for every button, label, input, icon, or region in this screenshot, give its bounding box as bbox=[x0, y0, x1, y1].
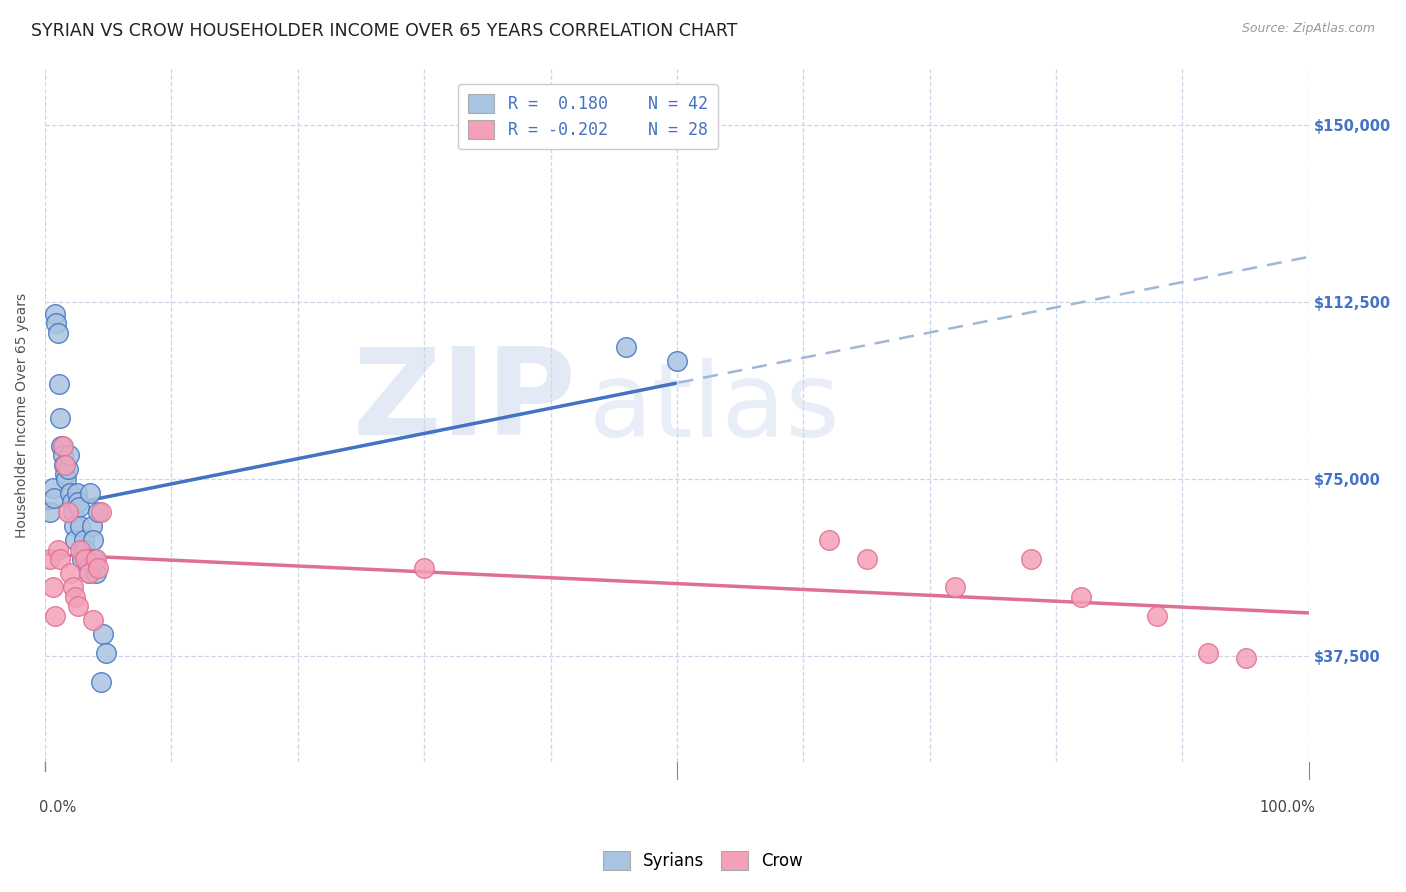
Point bbox=[817, 533, 839, 548]
Point bbox=[80, 519, 103, 533]
Point bbox=[65, 590, 87, 604]
Point bbox=[83, 552, 105, 566]
Point bbox=[77, 566, 100, 581]
Point bbox=[66, 599, 89, 614]
Point bbox=[91, 627, 114, 641]
Point bbox=[1197, 646, 1219, 660]
Y-axis label: Householder Income Over 65 years: Householder Income Over 65 years bbox=[15, 293, 30, 538]
Point bbox=[53, 467, 76, 482]
Point bbox=[82, 533, 104, 548]
Point bbox=[82, 613, 104, 627]
Point bbox=[67, 500, 90, 515]
Point bbox=[63, 519, 86, 533]
Point bbox=[87, 505, 110, 519]
Point bbox=[87, 561, 110, 575]
Point bbox=[59, 486, 82, 500]
Point bbox=[94, 646, 117, 660]
Text: SYRIAN VS CROW HOUSEHOLDER INCOME OVER 65 YEARS CORRELATION CHART: SYRIAN VS CROW HOUSEHOLDER INCOME OVER 6… bbox=[31, 22, 737, 40]
Point bbox=[77, 561, 100, 575]
Point bbox=[52, 458, 75, 472]
Point bbox=[77, 566, 100, 581]
Text: Source: ZipAtlas.com: Source: ZipAtlas.com bbox=[1241, 22, 1375, 36]
Point bbox=[72, 542, 94, 557]
Point bbox=[90, 674, 112, 689]
Text: ZIP: ZIP bbox=[352, 343, 576, 459]
Point bbox=[1234, 651, 1257, 665]
Point bbox=[41, 481, 63, 495]
Point bbox=[41, 580, 63, 594]
Point bbox=[45, 316, 67, 330]
Point bbox=[65, 533, 87, 548]
Point bbox=[1146, 608, 1168, 623]
Point bbox=[46, 326, 69, 340]
Point bbox=[46, 542, 69, 557]
Point bbox=[44, 307, 66, 321]
Point bbox=[59, 566, 82, 581]
Point bbox=[62, 580, 84, 594]
Point bbox=[51, 439, 73, 453]
Point bbox=[1019, 552, 1042, 566]
Point bbox=[855, 552, 877, 566]
Point bbox=[79, 486, 101, 500]
Text: 100.0%: 100.0% bbox=[1260, 800, 1315, 815]
Point bbox=[1070, 590, 1092, 604]
Point bbox=[52, 448, 75, 462]
Point bbox=[84, 552, 107, 566]
Point bbox=[39, 505, 62, 519]
Point bbox=[56, 505, 79, 519]
Point bbox=[49, 410, 72, 425]
Point bbox=[66, 495, 89, 509]
Legend: R =  0.180    N = 42, R = -0.202    N = 28: R = 0.180 N = 42, R = -0.202 N = 28 bbox=[458, 84, 717, 149]
Point bbox=[69, 542, 91, 557]
Point bbox=[70, 552, 93, 566]
Point bbox=[69, 519, 91, 533]
Text: 0.0%: 0.0% bbox=[38, 800, 76, 815]
Point bbox=[56, 462, 79, 476]
Point bbox=[65, 486, 87, 500]
Point bbox=[39, 552, 62, 566]
Point bbox=[413, 561, 436, 575]
Text: atlas: atlas bbox=[589, 358, 841, 458]
Point bbox=[62, 505, 84, 519]
Point bbox=[49, 552, 72, 566]
Point bbox=[665, 354, 688, 368]
Point bbox=[75, 552, 97, 566]
Point bbox=[44, 608, 66, 623]
Legend: Syrians, Crow: Syrians, Crow bbox=[596, 844, 810, 877]
Point bbox=[58, 448, 80, 462]
Point bbox=[48, 377, 70, 392]
Point bbox=[73, 533, 96, 548]
Point bbox=[943, 580, 966, 594]
Point bbox=[76, 552, 98, 566]
Point bbox=[90, 505, 112, 519]
Point bbox=[42, 491, 65, 505]
Point bbox=[616, 340, 638, 354]
Point bbox=[55, 472, 77, 486]
Point bbox=[60, 495, 83, 509]
Point bbox=[84, 566, 107, 581]
Point bbox=[75, 542, 97, 557]
Point bbox=[53, 458, 76, 472]
Point bbox=[52, 439, 75, 453]
